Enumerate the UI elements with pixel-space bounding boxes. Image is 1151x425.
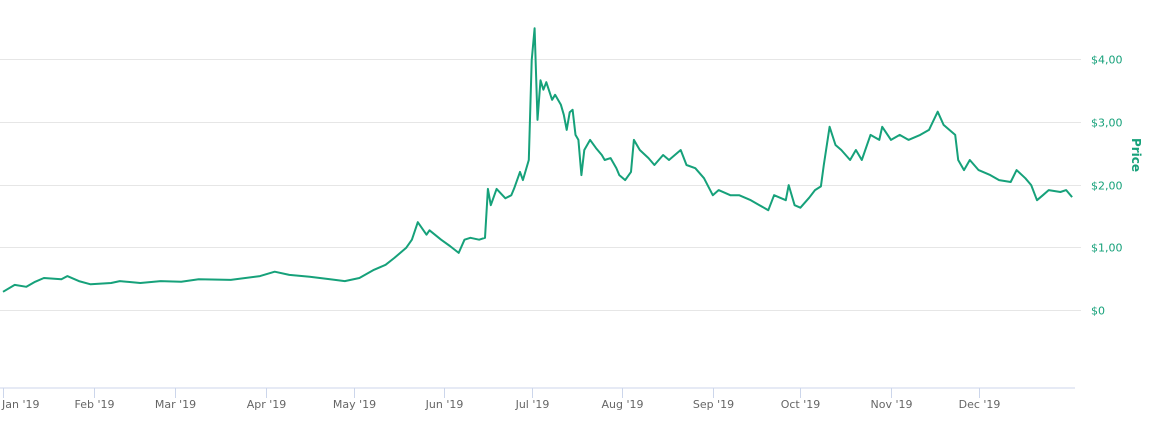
x-tick-label: Dec '19 (959, 398, 1001, 411)
y-tick-label: $0 (1091, 305, 1105, 318)
x-tick-label: Aug '19 (602, 398, 644, 411)
x-tick-label: Jun '19 (425, 398, 464, 411)
x-tick-label: Apr '19 (247, 398, 287, 411)
x-tick-label: Jul '19 (515, 398, 550, 411)
x-tick-label: May '19 (333, 398, 376, 411)
y-tick-label: $4,00 (1091, 54, 1123, 67)
x-tick-label: Jan '19 (1, 398, 39, 411)
y-tick-label: $1,00 (1091, 242, 1123, 255)
x-axis: Jan '19 Feb '19 Mar '19 Apr '19 May '19 Jun '… (0, 387, 1075, 411)
x-tick-label: Nov '19 (871, 398, 913, 411)
y-axis: $0 $1,00 $2,00 $3,00 $4,00 (1091, 54, 1123, 318)
y-tick-label: $2,00 (1091, 180, 1123, 193)
price-line (2, 27, 1073, 293)
x-tick-label: Sep '19 (693, 398, 734, 411)
x-tick-label: Feb '19 (75, 398, 115, 411)
y-tick-label: $3,00 (1091, 117, 1123, 130)
y-axis-title: Price (1129, 138, 1143, 172)
x-tick-label: Oct '19 (781, 398, 821, 411)
gridlines (0, 59, 1081, 311)
series (2, 27, 1073, 293)
x-tick-label: Mar '19 (155, 398, 196, 411)
